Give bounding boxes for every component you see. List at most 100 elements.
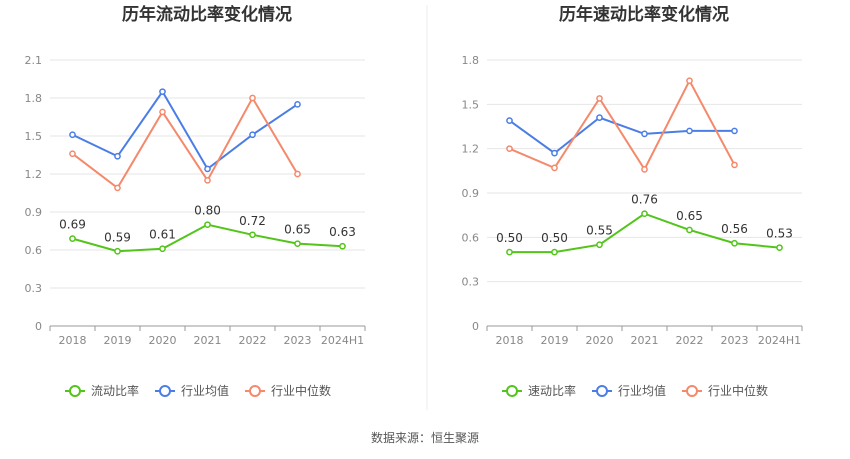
data-label: 0.63 (329, 225, 356, 239)
ratio-point (506, 248, 513, 256)
legend-label: 行业中位数 (708, 383, 768, 398)
legend-label: 流动比率 (91, 383, 139, 398)
x-tick-label: 2024H1 (321, 334, 364, 347)
legend-marker (159, 385, 171, 397)
chart-title: 历年流动比率变化情况 (122, 4, 292, 25)
legend-item-ratio: 流动比率 (65, 383, 139, 398)
industry-average-point (731, 127, 738, 135)
data-label: 0.69 (59, 218, 86, 232)
ratio-point (294, 240, 301, 248)
industry-average-point (596, 114, 603, 121)
x-tick-label: 2020 (149, 334, 177, 347)
industry-median-point (641, 166, 648, 173)
x-tick-label: 2020 (586, 334, 614, 347)
legend-marker (686, 385, 698, 397)
data-label: 0.59 (104, 230, 131, 244)
data-label: 0.56 (721, 222, 748, 236)
industry-average-point (686, 127, 693, 135)
data-label: 0.50 (496, 231, 523, 245)
industry-median-point (69, 150, 76, 158)
data-label: 0.80 (194, 204, 221, 218)
y-tick-label: 1.5 (25, 130, 43, 143)
y-tick-label: 1.2 (25, 168, 43, 181)
legend-item-industry-median: 行业中位数 (245, 383, 331, 398)
legend-marker (69, 385, 81, 397)
x-tick-label: 2022 (676, 334, 704, 347)
legend-marker (596, 385, 608, 397)
ratio-point (641, 210, 648, 218)
x-tick-label: 2018 (59, 334, 87, 347)
x-tick-label: 2019 (104, 334, 132, 347)
ratio-point (686, 226, 693, 234)
data-label: 0.50 (541, 231, 568, 245)
data-label: 0.65 (676, 209, 703, 223)
x-tick-label: 2024H1 (758, 334, 801, 347)
legend-item-industry-average: 行业均值 (155, 383, 229, 398)
industry-median-point (686, 77, 693, 85)
data-label: 0.61 (149, 228, 176, 242)
industry-median-point (596, 95, 603, 102)
ratio-point (249, 231, 256, 239)
industry-average-line (72, 89, 299, 171)
industry-average-point (249, 131, 256, 139)
x-tick-label: 2022 (239, 334, 267, 347)
source-text: 数据来源：恒生聚源 (371, 430, 479, 445)
data-label: 0.53 (766, 227, 793, 241)
industry-median-line (509, 78, 736, 172)
y-tick-label: 0.9 (25, 206, 43, 219)
x-tick-label: 2023 (284, 334, 312, 347)
data-label: 0.72 (239, 214, 266, 228)
y-tick-label: 0.9 (462, 187, 480, 200)
data-label: 0.76 (631, 193, 658, 207)
legend-item-industry-average: 行业均值 (592, 383, 666, 398)
legend-label: 行业均值 (618, 383, 666, 398)
x-tick-label: 2023 (721, 334, 749, 347)
y-tick-label: 0.6 (462, 231, 480, 244)
x-tick-label: 2019 (541, 334, 569, 347)
industry-average-point (294, 100, 301, 108)
legend-marker (506, 385, 518, 397)
legend-label: 行业中位数 (271, 383, 331, 398)
industry-average-point (551, 149, 558, 157)
current-ratio-chart: 历年流动比率变化情况 0 0.3 0.6 0.9 1.2 1.5 1.8 2.1 2018 2019… (25, 4, 366, 398)
industry-median-point (731, 161, 738, 169)
industry-median-point (204, 176, 211, 184)
y-tick-label: 1.2 (462, 143, 480, 156)
industry-average-point (159, 88, 166, 96)
ratio-point (204, 221, 211, 229)
industry-median-point (249, 94, 256, 102)
industry-average-point (641, 130, 648, 138)
x-tick-label: 2018 (496, 334, 524, 347)
legend-label: 行业均值 (181, 383, 229, 398)
ratio-point (776, 244, 783, 252)
ratio-point (159, 245, 166, 253)
ratio-point (339, 242, 346, 250)
y-tick-label: 0.6 (25, 244, 43, 257)
ratio-point (596, 241, 603, 249)
ratio-point (69, 235, 76, 242)
industry-median-line (71, 95, 299, 190)
industry-average-point (204, 165, 211, 173)
legend-item-ratio: 速动比率 (502, 383, 576, 398)
y-tick-label: 1.8 (462, 54, 480, 67)
legend-label: 速动比率 (528, 383, 576, 398)
x-tick-label: 2021 (631, 334, 659, 347)
industry-median-point (551, 164, 558, 172)
y-tick-label: 1.8 (25, 92, 43, 105)
ratio-point (551, 248, 558, 256)
data-label: 0.55 (586, 224, 613, 238)
y-tick-label: 0 (35, 320, 42, 333)
ratio-point (114, 247, 121, 255)
data-label: 0.65 (284, 223, 311, 237)
industry-median-point (159, 108, 166, 116)
industry-median-point (114, 184, 121, 192)
chart-title: 历年速动比率变化情况 (559, 4, 729, 25)
y-tick-label: 0 (472, 320, 479, 333)
industry-average-point (506, 117, 513, 124)
y-tick-label: 1.5 (462, 98, 480, 111)
y-tick-label: 0.3 (462, 276, 480, 289)
industry-average-line (508, 116, 735, 155)
y-tick-label: 0.3 (25, 282, 43, 295)
industry-median-point (294, 170, 301, 178)
